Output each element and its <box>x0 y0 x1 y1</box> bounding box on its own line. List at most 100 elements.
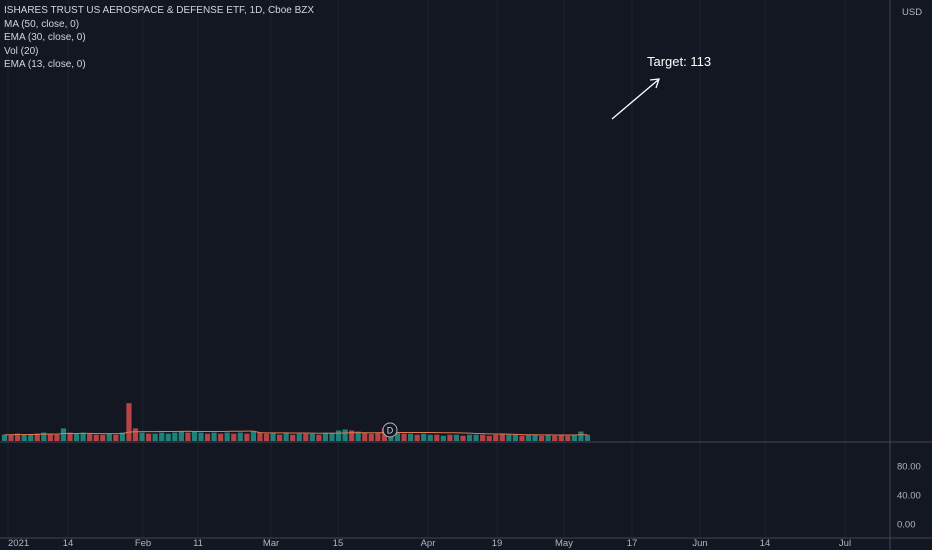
volume-bar <box>493 434 499 441</box>
volume-bar <box>512 434 518 441</box>
volume-bar <box>545 434 551 441</box>
volume-bar <box>434 434 440 441</box>
volume-bar <box>447 434 453 441</box>
volume-bar <box>539 435 545 441</box>
volume-bar <box>394 432 401 441</box>
volume-bar <box>349 430 355 441</box>
legend-vol[interactable]: Vol (20) <box>4 45 39 57</box>
volume-bar <box>578 431 584 441</box>
volume-bar <box>87 433 93 441</box>
volume-bar <box>499 433 505 441</box>
volume-bar <box>414 434 420 441</box>
volume-bar <box>159 432 165 441</box>
volume-bar <box>375 432 381 441</box>
volume-bar <box>362 432 368 441</box>
volume-bars: D <box>1 403 591 441</box>
currency-label: USD <box>902 7 922 18</box>
legend-ma50[interactable]: MA (50, close, 0) <box>4 18 80 30</box>
volume-bar <box>139 432 145 441</box>
volume-bar <box>146 433 152 441</box>
volume-bar <box>41 432 47 441</box>
volume-bar <box>525 434 532 441</box>
time-tick-label: 19 <box>492 538 503 549</box>
volume-bar <box>15 433 21 441</box>
volume-bar <box>172 432 178 441</box>
volume-bar <box>263 433 270 441</box>
volume-bar <box>565 435 571 441</box>
volume-bar <box>80 432 86 441</box>
volume-bar <box>119 432 125 441</box>
volume-bar <box>368 433 374 441</box>
volume-bar <box>60 428 67 441</box>
volume-bar <box>316 434 322 441</box>
volume-bar <box>34 433 40 441</box>
volume-bar <box>93 434 99 441</box>
volume-bar <box>8 434 14 441</box>
volume-bar <box>198 432 204 441</box>
volume-bar <box>506 434 512 441</box>
volume-bar <box>1 434 8 441</box>
target-label: Target: 113 <box>647 54 711 69</box>
legend-ema13[interactable]: EMA (13, close, 0) <box>4 59 86 70</box>
volume-tick-label: 80.00 <box>897 462 921 473</box>
volume-bar <box>21 434 27 441</box>
volume-bar <box>473 434 479 441</box>
volume-bar <box>342 429 348 441</box>
dividend-badge-label: D <box>387 426 394 436</box>
time-tick-label: 14 <box>760 538 771 549</box>
time-tick-label: Feb <box>135 538 151 549</box>
volume-bar <box>250 431 256 441</box>
time-tick-label: Jul <box>839 538 851 549</box>
volume-bar <box>224 432 230 441</box>
volume-bar <box>401 433 407 441</box>
volume-bar <box>453 434 460 441</box>
volume-bar <box>231 433 237 441</box>
volume-bar <box>329 432 335 441</box>
volume-bar <box>218 433 224 441</box>
volume-bar <box>191 431 198 441</box>
volume-bar <box>408 433 414 441</box>
volume-bar <box>571 434 577 441</box>
volume-bar <box>270 432 276 441</box>
volume-bar <box>466 434 473 441</box>
volume-bar <box>132 428 139 441</box>
time-tick-label: 11 <box>193 538 203 549</box>
time-tick-label: 15 <box>333 538 344 549</box>
time-tick-label: May <box>555 538 573 549</box>
volume-bar <box>106 433 112 441</box>
volume-bar <box>283 432 289 441</box>
volume-bar <box>178 431 184 441</box>
volume-bar <box>126 403 132 441</box>
volume-bar <box>100 434 106 441</box>
volume-bar <box>303 433 309 441</box>
volume-bar <box>355 431 361 441</box>
volume-bar <box>309 433 315 441</box>
volume-bar <box>277 434 283 441</box>
volume-bar <box>165 433 171 441</box>
legend-title[interactable]: ISHARES TRUST US AEROSPACE & DEFENSE ETF… <box>4 5 315 16</box>
volume-bar <box>113 434 119 441</box>
volume-bar <box>47 433 53 441</box>
volume-tick-label: 0.00 <box>897 520 916 531</box>
volume-bar <box>204 433 211 441</box>
volume-bar <box>54 434 60 441</box>
volume-bar <box>440 435 446 441</box>
time-tick-label: Jun <box>692 538 707 549</box>
volume-bar <box>67 432 73 441</box>
target-arrow-line <box>611 79 659 120</box>
volume-average-line <box>4 430 588 436</box>
volume-bar <box>532 434 538 441</box>
price-axis[interactable]: 116.00114.00112.00110.00108.00106.00104.… <box>897 0 926 531</box>
volume-bar <box>460 435 466 441</box>
volume-bar <box>244 433 250 441</box>
legend-ema30[interactable]: EMA (30, close, 0) <box>4 32 86 43</box>
time-axis[interactable]: 2021 14 Feb 11 Mar 15 Apr 19 May 17 Jun 14 Jul <box>8 538 851 549</box>
volume-bar <box>73 433 80 441</box>
volume-bar <box>552 435 558 441</box>
volume-bar <box>335 430 342 441</box>
time-tick-label: 17 <box>627 538 638 549</box>
volume-bar <box>480 434 486 441</box>
